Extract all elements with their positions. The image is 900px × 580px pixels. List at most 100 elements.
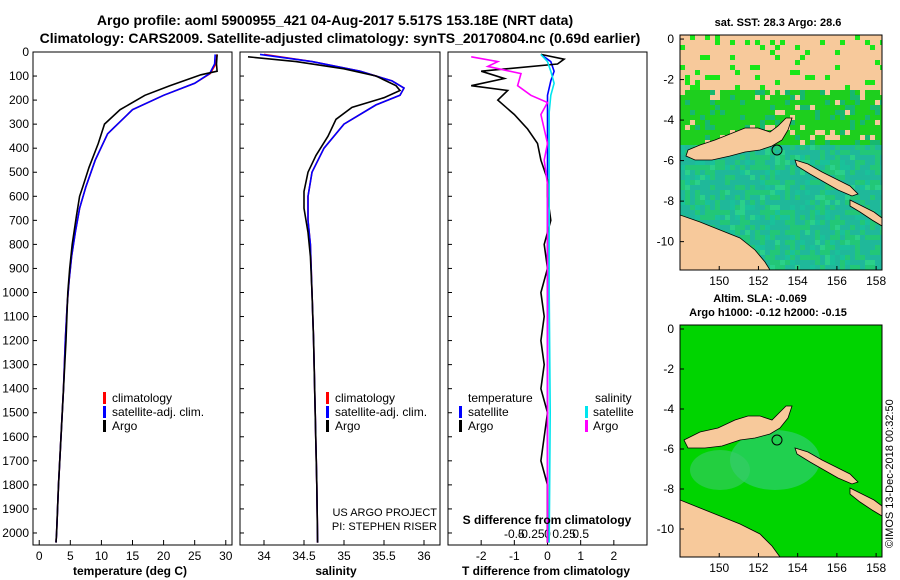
sst-cell — [730, 125, 735, 130]
sst-cell — [705, 175, 710, 180]
sst-cell — [800, 180, 805, 185]
sst-cell — [845, 110, 850, 115]
sst-cell — [810, 260, 815, 265]
sst-cell — [840, 255, 845, 260]
sst-cell — [830, 230, 835, 235]
sst-cell — [740, 180, 745, 185]
sst-cell — [810, 175, 815, 180]
sst-cell — [705, 75, 710, 80]
sst-cell — [770, 170, 775, 175]
sst-cell — [870, 175, 875, 180]
sst-cell — [735, 125, 740, 130]
sst-cell — [810, 155, 815, 160]
sst-cell — [770, 175, 775, 180]
sst-cell — [720, 130, 725, 135]
sst-cell — [805, 110, 810, 115]
sst-cell — [815, 250, 820, 255]
sst-cell — [730, 215, 735, 220]
sst-cell — [695, 90, 700, 95]
sst-cell — [740, 100, 745, 105]
sst-cell — [685, 210, 690, 215]
sst-cell — [855, 165, 860, 170]
sst-cell — [695, 175, 700, 180]
sst-cell — [825, 245, 830, 250]
sst-cell — [725, 160, 730, 165]
sst-cell — [745, 175, 750, 180]
sst-cell — [795, 240, 800, 245]
sst-cell — [835, 50, 840, 55]
salinity-plot-frame — [239, 51, 441, 546]
sst-cell — [715, 180, 720, 185]
sst-cell — [725, 230, 730, 235]
sst-cell — [775, 215, 780, 220]
sst-cell — [750, 200, 755, 205]
sst-cell — [730, 100, 735, 105]
sst-cell — [880, 185, 882, 190]
sst-cell — [870, 115, 875, 120]
sst-cell — [840, 205, 845, 210]
sst-cell — [745, 215, 750, 220]
sst-cell — [850, 265, 855, 270]
sst-cell — [680, 95, 685, 100]
sst-cell — [870, 135, 875, 140]
sst-cell — [790, 235, 795, 240]
sst-cell — [845, 165, 850, 170]
sst-cell — [740, 90, 745, 95]
sst-cell — [700, 120, 705, 125]
sst-cell — [830, 220, 835, 225]
sst-cell — [850, 185, 855, 190]
sst-cell — [735, 165, 740, 170]
sst-cell — [765, 90, 770, 95]
sla-map — [680, 325, 882, 557]
sst-cell — [755, 215, 760, 220]
sst-cell — [880, 190, 882, 195]
sst-cell — [710, 220, 715, 225]
sst-cell — [785, 185, 790, 190]
sst-cell — [790, 115, 795, 120]
sst-cell — [785, 110, 790, 115]
sst-cell — [750, 155, 755, 160]
sst-cell — [845, 230, 850, 235]
sst-cell — [835, 190, 840, 195]
sst-cell — [825, 190, 830, 195]
sst-cell — [800, 185, 805, 190]
sst-cell — [880, 180, 882, 185]
sst-cell — [775, 180, 780, 185]
sst-cell — [860, 190, 865, 195]
sst-cell — [715, 35, 720, 40]
sst-cell — [815, 210, 820, 215]
sst-cell — [755, 190, 760, 195]
depth-tick-label: 900 — [9, 261, 29, 275]
sst-cell — [815, 95, 820, 100]
sst-cell — [725, 170, 730, 175]
sst-cell — [795, 170, 800, 175]
sst-cell — [830, 165, 835, 170]
sst-cell — [780, 150, 785, 155]
legend-marker-climatology — [326, 392, 329, 404]
sst-cell — [845, 120, 850, 125]
sst-cell — [730, 160, 735, 165]
sst-cell — [725, 225, 730, 230]
sst-cell — [835, 230, 840, 235]
sst-cell — [700, 110, 705, 115]
sst-cell — [870, 95, 875, 100]
sst-cell — [875, 165, 880, 170]
sst-cell — [865, 215, 870, 220]
sst-cell — [805, 105, 810, 110]
sst-grid-cells — [680, 35, 882, 270]
sst-cell — [750, 125, 755, 130]
sst-cell — [705, 215, 710, 220]
sst-cell — [840, 235, 845, 240]
sst-cell — [855, 175, 860, 180]
sst-cell — [805, 215, 810, 220]
sst-cell — [730, 90, 735, 95]
sst-cell — [735, 225, 740, 230]
sst-cell — [780, 40, 785, 45]
sst-cell — [685, 75, 690, 80]
sst-cell — [750, 165, 755, 170]
sst-cell — [815, 120, 820, 125]
sst-cell — [875, 205, 880, 210]
sst-cell — [760, 210, 765, 215]
sst-cell — [685, 170, 690, 175]
legend-label-temp-argo: Argo — [468, 419, 494, 433]
